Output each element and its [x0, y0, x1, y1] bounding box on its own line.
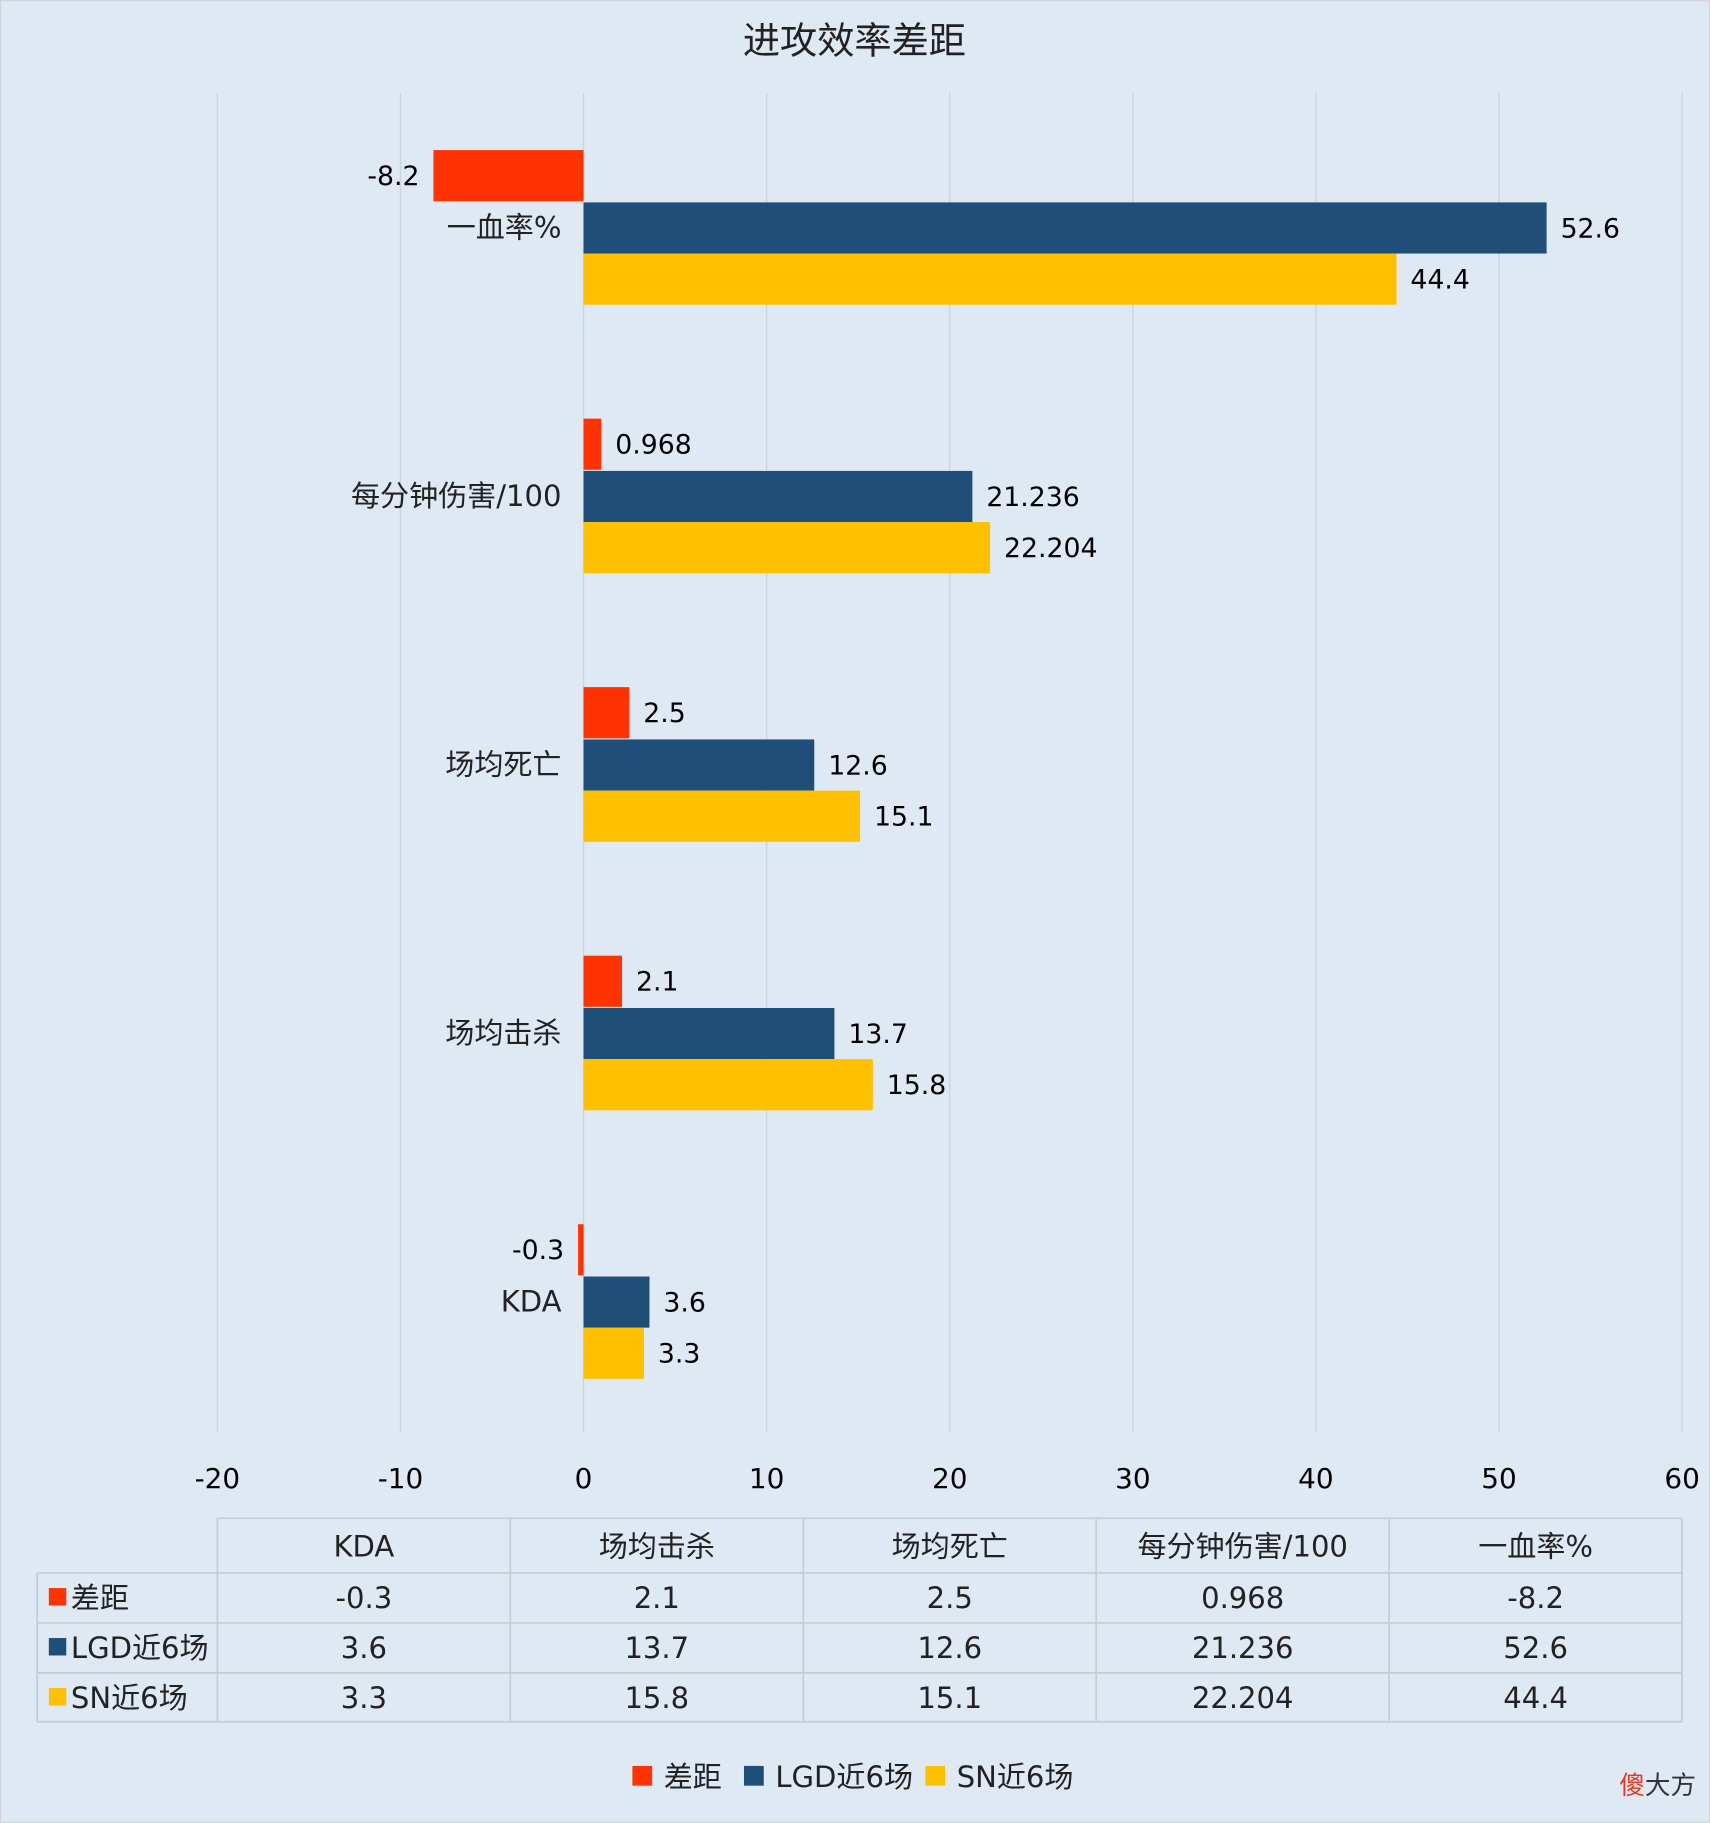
table-cell: 21.236	[1192, 1631, 1294, 1665]
data-label: 0.968	[615, 429, 692, 460]
legend-key	[743, 1765, 764, 1786]
data-label: 2.1	[636, 967, 679, 998]
data-label: -0.3	[512, 1235, 564, 1266]
x-tick-label: 30	[1115, 1462, 1150, 1495]
table-cell: 15.1	[917, 1681, 982, 1715]
table-cell: 13.7	[624, 1631, 689, 1665]
bar-0-2	[583, 687, 630, 739]
data-label: 12.6	[828, 750, 888, 781]
watermark-part1: 傻	[1619, 1771, 1645, 1801]
data-label: -8.2	[367, 161, 419, 192]
legend-label: 差距	[664, 1760, 722, 1794]
bar-1-3	[583, 470, 973, 523]
x-tick-label: 40	[1298, 1462, 1333, 1495]
x-tick-label: -10	[378, 1462, 424, 1495]
table-cell: 22.204	[1192, 1681, 1294, 1715]
table-row-label: LGD近6场	[71, 1631, 209, 1665]
table-header: 场均击杀	[599, 1530, 715, 1564]
data-label: 3.3	[658, 1339, 701, 1370]
x-tick-label: 50	[1481, 1462, 1516, 1495]
x-tick-label: 0	[575, 1462, 593, 1495]
table-header: 场均死亡	[892, 1530, 1008, 1564]
data-label: 2.5	[643, 698, 686, 729]
x-tick-label: 10	[749, 1462, 784, 1495]
chart-title: 进攻效率差距	[743, 19, 966, 63]
table-cell: 2.1	[634, 1581, 680, 1615]
bar-1-4	[583, 202, 1547, 254]
table-legend-key	[48, 1688, 67, 1706]
table-header: KDA	[333, 1530, 394, 1564]
legend-key	[925, 1765, 946, 1786]
data-label: 13.7	[848, 1019, 908, 1050]
table-cell: 0.968	[1201, 1581, 1284, 1615]
table-header: 每分钟伤害/100	[1137, 1530, 1347, 1564]
category-label: 每分钟伤害/100	[351, 479, 561, 513]
bar-0-1	[583, 955, 623, 1007]
bar-2-3	[583, 522, 991, 574]
table-cell: -8.2	[1507, 1581, 1564, 1615]
data-label: 3.6	[663, 1287, 706, 1318]
table-cell: 44.4	[1503, 1681, 1568, 1715]
table-cell: 3.6	[341, 1631, 387, 1665]
legend-label: LGD近6场	[775, 1760, 913, 1794]
legend-label: SN近6场	[957, 1760, 1074, 1794]
x-tick-label: 20	[932, 1462, 967, 1495]
category-label: KDA	[501, 1284, 562, 1318]
x-tick-label: -20	[195, 1462, 241, 1495]
data-label: 44.4	[1410, 264, 1470, 295]
table-row-label: SN近6场	[71, 1681, 188, 1715]
data-label: 22.204	[1004, 533, 1098, 564]
bar-1-2	[583, 739, 815, 791]
legend-key	[632, 1765, 653, 1786]
table-row-label: 差距	[71, 1581, 129, 1615]
table-legend-key	[48, 1638, 67, 1656]
table-header: 一血率%	[1478, 1530, 1593, 1564]
category-label: 场均死亡	[445, 747, 561, 781]
watermark-part2: 大方	[1645, 1771, 1696, 1801]
bar-2-1	[583, 1059, 873, 1111]
watermark: 傻 大方	[1619, 1771, 1696, 1801]
table-cell: -0.3	[336, 1581, 393, 1615]
bar-2-0	[583, 1327, 644, 1379]
bar-1-0	[583, 1276, 650, 1328]
category-label: 一血率%	[447, 210, 562, 244]
table-cell: 52.6	[1503, 1631, 1568, 1665]
bar-2-4	[583, 253, 1397, 305]
table-legend-key	[48, 1588, 67, 1606]
data-label: 21.236	[986, 482, 1080, 513]
table-cell: 3.3	[341, 1681, 387, 1715]
table-cell: 15.8	[624, 1681, 689, 1715]
bar-0-4	[433, 150, 584, 202]
bar-0-3	[583, 418, 602, 470]
table-cell: 2.5	[927, 1581, 973, 1615]
bar-1-1	[583, 1007, 835, 1060]
data-label: 52.6	[1561, 213, 1621, 244]
bar-0-0	[578, 1224, 584, 1276]
data-label: 15.8	[887, 1070, 947, 1101]
x-tick-label: 60	[1664, 1462, 1699, 1495]
category-label: 场均击杀	[445, 1016, 561, 1050]
bar-2-2	[583, 790, 861, 842]
table-cell: 12.6	[917, 1631, 982, 1665]
data-label: 15.1	[874, 801, 934, 832]
